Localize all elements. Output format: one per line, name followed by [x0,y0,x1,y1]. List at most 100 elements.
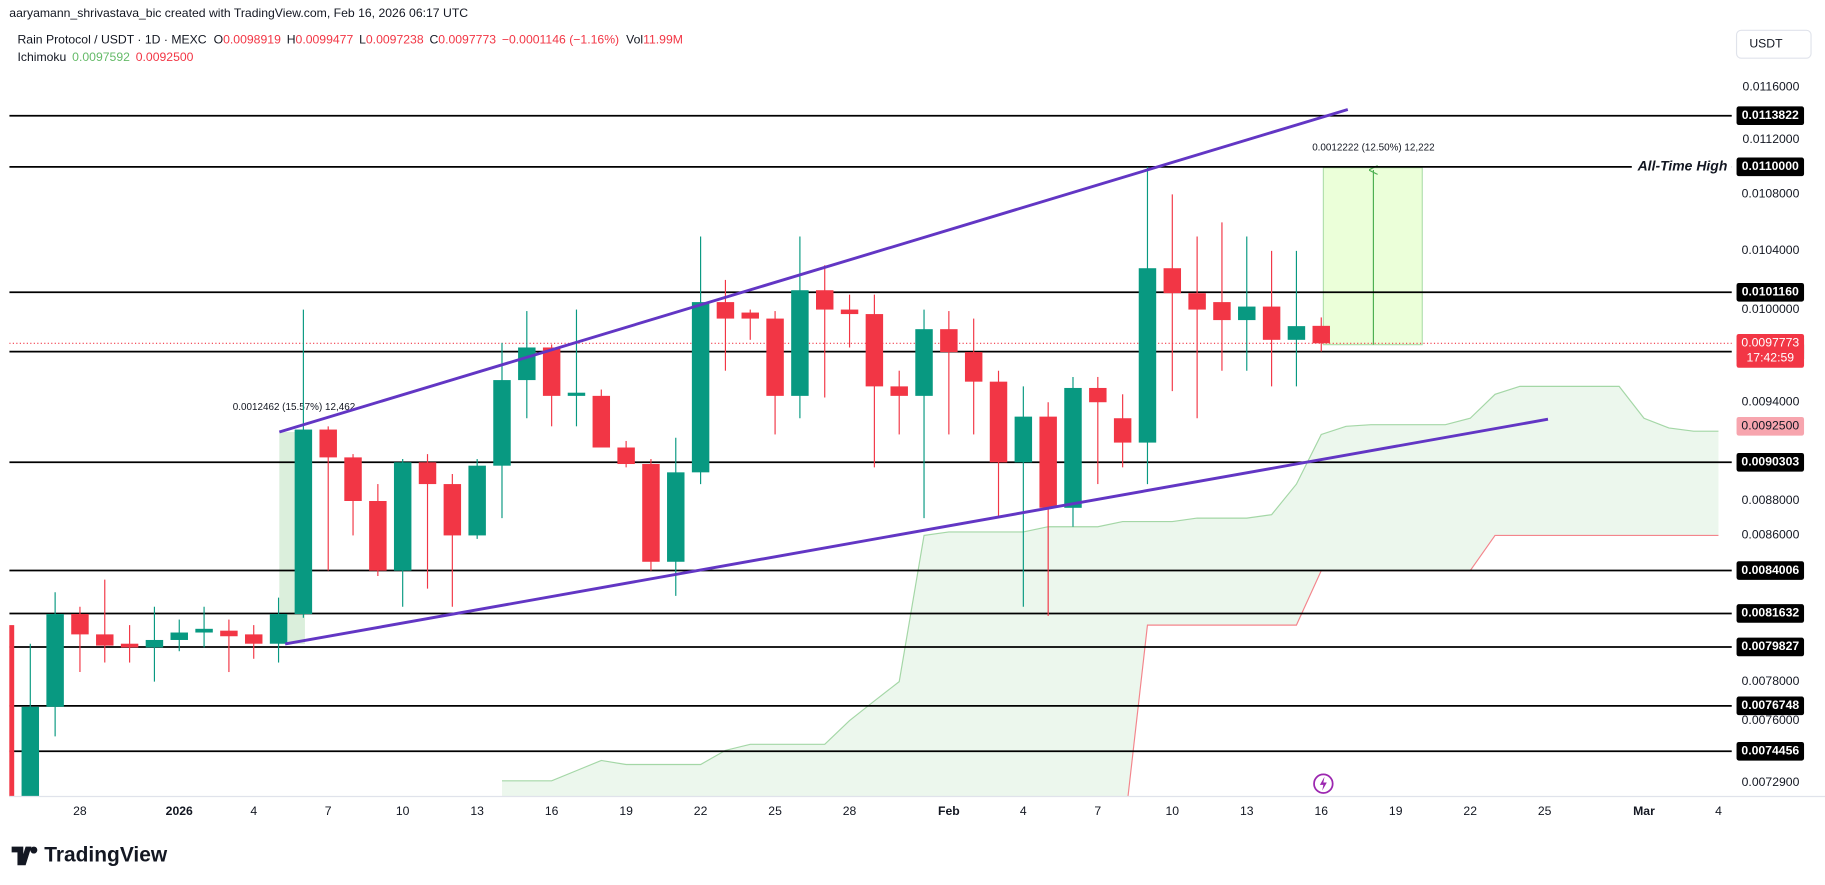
candle-body [1287,326,1306,340]
candle-body [840,309,859,315]
candle-body [369,500,387,571]
candle-body [667,472,685,562]
level-tag-label: 0.0076748 [1741,698,1799,712]
candle-body [1039,416,1057,508]
candle-body [443,484,462,536]
candle-body [319,429,337,458]
y-tick-label: 0.0094000 [1742,394,1800,408]
x-tick-label: 28 [843,804,857,818]
x-tick-label: 4 [250,804,257,818]
level-tag [1736,604,1805,623]
candle-body [964,352,983,382]
level-tag-label: 0.0110000 [1742,159,1799,173]
x-tick-label: 10 [396,804,410,818]
candle-body [716,302,735,319]
indicator-tag [1736,416,1805,436]
candle-body [1064,387,1082,508]
x-tick-label: 22 [694,804,708,818]
x-tick-label: 4 [1715,804,1722,818]
candle-body [766,318,784,396]
candle-body [642,464,660,562]
candle-body [816,290,834,310]
candle-body [418,462,437,485]
x-tick-label: Mar [1633,804,1655,818]
x-tick-label: 4 [1020,804,1027,818]
candle-body [518,347,536,381]
candle-body [592,395,611,448]
candle-body [1113,418,1132,443]
candle-body [890,386,908,396]
measure-label: 0.0012462 (15.57%) 12,462 [233,402,355,413]
candle-body [865,314,884,387]
countdown: 17:42:59 [1747,351,1795,365]
change: −0.0001146 (−1.16%) [502,33,619,47]
brand-logo [11,846,38,866]
trendline [284,417,1549,646]
candle-body [170,632,188,640]
ohlc-label: L [359,33,366,47]
candle-body [96,634,114,646]
candle-body [567,392,586,396]
candle-body [145,639,164,648]
y-tick-label: 0.0086000 [1742,528,1800,542]
ichimoku-cloud [501,386,1719,797]
candle-body [1262,306,1281,340]
candle-body [21,706,40,797]
symbol: Rain Protocol / USDT · 1D · MEXC [17,33,206,47]
candle-body [1089,387,1107,403]
indicator-tag-label: 0.0092500 [1741,419,1799,433]
x-tick-label: 16 [1314,804,1328,818]
candle-body [791,290,809,396]
event-icon-bolt [1319,776,1327,791]
x-tick-label: Feb [938,804,960,818]
price-tag-label: 0.0097773 [1741,336,1799,350]
plot-area: 0.0012462 (15.57%) 12,462 0.0012222 (12.5… [9,108,1732,797]
price-tag [1736,333,1805,368]
y-tick-label: 0.0076000 [1742,713,1800,727]
candle-body [1014,416,1033,463]
candle-body [245,634,263,644]
level-tag [1736,452,1805,472]
level-tag-label: 0.0101160 [1742,285,1799,299]
attribution: aaryamann_shrivastava_bic created with T… [9,6,468,20]
y-tick-label: 0.0116000 [1743,80,1800,94]
currency-label[interactable]: USDT [1749,36,1783,50]
currency-button-box[interactable] [1735,29,1812,59]
x-tick-label: 13 [1240,804,1254,818]
candle-body [46,614,64,707]
ohlc-label: O [214,33,224,47]
x-tick-label: 16 [545,804,559,818]
legend: Rain Protocol / USDT · 1D · MEXC O0.00989… [17,33,683,64]
annotation: All-Time High [1637,158,1728,174]
price-axis-bg [1731,25,1825,806]
candle-body [195,628,213,633]
y-tick-label: 0.0104000 [1742,243,1800,257]
level-tag [1736,106,1805,126]
ohlc-label: C [429,33,438,47]
candle-body [915,329,933,396]
level-tag-label: 0.0074456 [1741,743,1799,757]
ohlc-value: 0.0097773 [438,33,496,47]
candle-body [1213,302,1231,321]
ichimoku-span-b [1127,534,1719,797]
y-tick-label: 0.0112000 [1743,132,1800,146]
candle-body [940,329,958,353]
level-tag [1736,637,1805,657]
currency-button[interactable]: USDT [1735,29,1812,59]
y-tick-label: 0.0072900 [1742,775,1800,789]
x-tick-label: 25 [768,804,782,818]
x-tick-label: 2026 [166,804,193,818]
ohlc-value: 0.0098919 [223,33,281,47]
candle-body [344,457,362,501]
x-tick-label: 13 [470,804,484,818]
x-tick-label: 19 [1389,804,1403,818]
indicator-value: 0.0097592 [72,50,130,64]
y-tick-label: 0.0078000 [1742,674,1800,688]
candle-body [741,312,759,319]
candle-body [9,625,15,797]
legend-line: Rain Protocol / USDT · 1D · MEXC O0.00989… [17,33,683,47]
candle-body [468,465,486,536]
level-tag-label: 0.0081632 [1741,606,1799,620]
